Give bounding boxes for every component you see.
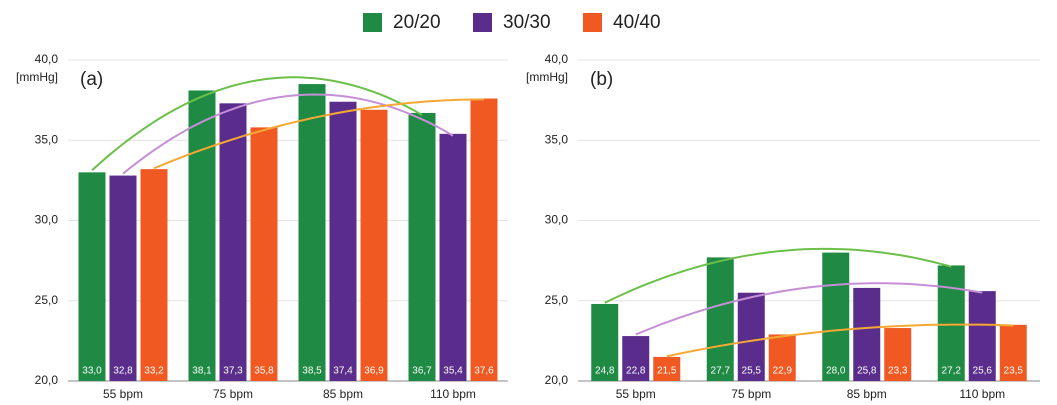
value-label: 38,5 bbox=[302, 366, 322, 377]
y-axis-label: [mmHg] bbox=[526, 70, 568, 84]
value-label: 22,9 bbox=[773, 366, 793, 377]
value-label: 27,7 bbox=[711, 366, 731, 377]
bar: 30/30 bbox=[219, 103, 247, 382]
value-label: 38,1 bbox=[192, 366, 212, 377]
bar: 20/20 bbox=[188, 90, 216, 382]
bar: 20/20 bbox=[408, 112, 436, 381]
value-label: 27,2 bbox=[942, 366, 962, 377]
value-label: 37,3 bbox=[223, 366, 243, 377]
y-tick-label: 20,0 bbox=[35, 373, 59, 387]
value-label: 24,8 bbox=[595, 366, 615, 377]
x-tick-label: 55 bpm bbox=[103, 387, 143, 401]
y-tick-label: 25,0 bbox=[35, 293, 59, 307]
legend-label: 20/20 bbox=[393, 12, 441, 33]
bar: 30/30 bbox=[109, 175, 137, 381]
bar: 40/40 bbox=[140, 169, 168, 381]
y-tick-label: 40,0 bbox=[545, 52, 569, 66]
value-label: 25,6 bbox=[973, 366, 993, 377]
trend-line bbox=[635, 282, 983, 336]
legend-swatch bbox=[583, 13, 602, 32]
y-tick-label: 25,0 bbox=[545, 293, 569, 307]
value-label: 25,5 bbox=[742, 366, 762, 377]
legend-swatch bbox=[363, 13, 382, 32]
value-label: 23,3 bbox=[888, 366, 908, 377]
value-label: 33,0 bbox=[82, 366, 102, 377]
y-tick-label: 30,0 bbox=[35, 213, 59, 227]
bar: 20/20 bbox=[298, 84, 326, 381]
value-label: 37,4 bbox=[333, 366, 353, 377]
y-tick-label: 35,0 bbox=[35, 132, 59, 146]
trend-line bbox=[604, 247, 952, 304]
x-tick-label: 110 bpm bbox=[430, 387, 476, 401]
x-tick-label: 85 bpm bbox=[323, 387, 363, 401]
value-label: 36,7 bbox=[412, 366, 432, 377]
legend-label: 30/30 bbox=[503, 12, 551, 33]
bar: 30/30 bbox=[968, 291, 996, 381]
x-tick-label: 110 bpm bbox=[959, 387, 1005, 401]
bar: 40/40 bbox=[360, 109, 388, 381]
x-tick-label: 75 bpm bbox=[731, 387, 771, 401]
bar: 20/20 bbox=[822, 252, 850, 381]
y-tick-label: 20,0 bbox=[545, 373, 569, 387]
x-tick-label: 75 bpm bbox=[213, 387, 253, 401]
legend-swatch bbox=[473, 13, 492, 32]
value-label: 23,5 bbox=[1004, 366, 1024, 377]
bar: 30/30 bbox=[439, 133, 467, 381]
bar: 20/20 bbox=[937, 265, 965, 381]
trend-line bbox=[91, 76, 423, 172]
bar: 40/40 bbox=[884, 328, 912, 381]
value-label: 36,9 bbox=[364, 366, 384, 377]
trend-line bbox=[666, 323, 1014, 358]
value-label: 21,5 bbox=[657, 366, 677, 377]
bar: 40/40 bbox=[653, 356, 681, 381]
bar: 40/40 bbox=[470, 98, 498, 382]
bar: 30/30 bbox=[622, 336, 650, 381]
bar: 30/30 bbox=[853, 287, 881, 381]
bar: 40/40 bbox=[999, 324, 1027, 381]
bar: 20/20 bbox=[706, 257, 734, 381]
value-label: 35,4 bbox=[443, 366, 463, 377]
y-axis-label: [mmHg] bbox=[16, 70, 58, 84]
y-tick-label: 40,0 bbox=[35, 52, 59, 66]
legend-label: 40/40 bbox=[613, 12, 661, 33]
value-label: 37,6 bbox=[474, 366, 494, 377]
bar: 40/40 bbox=[768, 334, 796, 381]
bar: 20/20 bbox=[78, 172, 106, 381]
panel-label: (b) bbox=[590, 69, 613, 90]
bar: 30/30 bbox=[329, 101, 357, 381]
panel-label: (a) bbox=[80, 69, 103, 90]
value-label: 32,8 bbox=[113, 366, 133, 377]
bar: 30/30 bbox=[737, 292, 765, 381]
value-label: 22,8 bbox=[626, 366, 646, 377]
trend-line bbox=[153, 98, 485, 170]
trend-line bbox=[122, 93, 454, 175]
y-tick-label: 35,0 bbox=[545, 132, 569, 146]
value-label: 35,8 bbox=[254, 366, 274, 377]
value-label: 33,2 bbox=[144, 366, 164, 377]
y-tick-label: 30,0 bbox=[545, 213, 569, 227]
x-tick-label: 55 bpm bbox=[616, 387, 656, 401]
bar: 20/20 bbox=[591, 303, 619, 381]
value-label: 28,0 bbox=[826, 366, 846, 377]
value-label: 25,8 bbox=[857, 366, 877, 377]
bar: 40/40 bbox=[250, 127, 278, 381]
x-tick-label: 85 bpm bbox=[847, 387, 887, 401]
